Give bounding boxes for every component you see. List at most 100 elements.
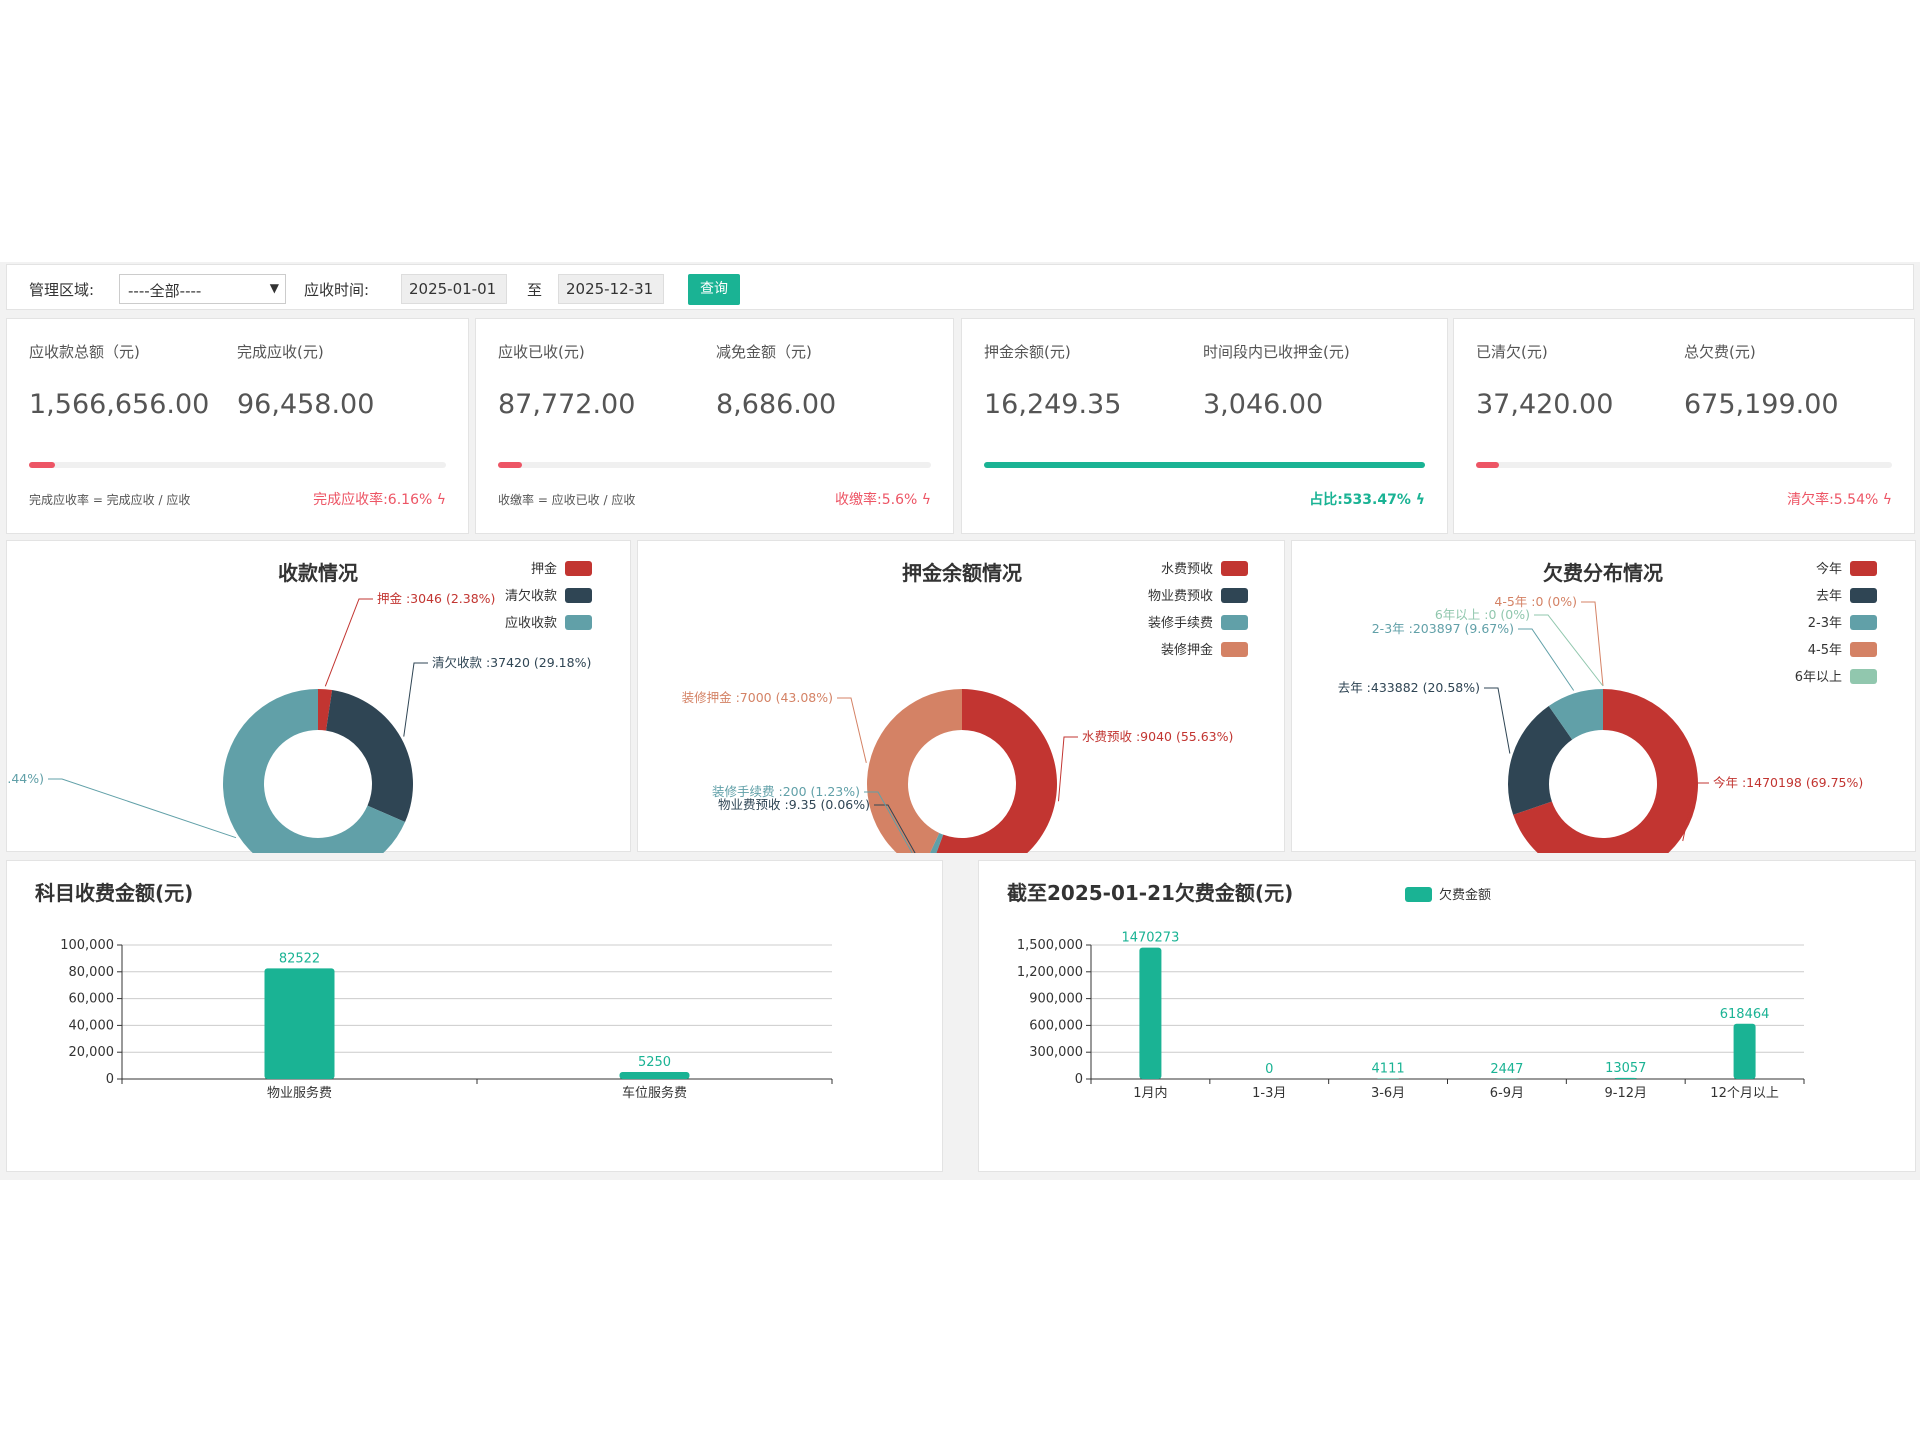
chart-title: 收款情况 <box>278 561 358 585</box>
progress-bar <box>29 462 446 468</box>
y-tick-label: 100,000 <box>60 938 114 953</box>
label-leader-line <box>837 697 867 763</box>
label-leader-line <box>1518 628 1575 691</box>
legend-label: 装修手续费 <box>1148 616 1213 631</box>
card-label-1: 已清欠(元) <box>1476 343 1548 361</box>
stat-card-arrears: 已清欠(元) 37,420.00 总欠费(元) 675,199.00 清欠率:5… <box>1453 318 1915 534</box>
progress-fill <box>1476 462 1499 468</box>
stat-card-receivable: 应收款总额（元) 1,566,656.00 完成应收(元) 96,458.00 … <box>6 318 469 534</box>
bar-panel-arrears-amount: 截至2025-01-21欠费金额(元) 欠费金额 0 300,000 600,000 90… <box>978 860 1916 1172</box>
legend-label: 押金 <box>531 561 557 577</box>
formula-text: 收缴率 = 应收已收 / 应收 <box>498 493 636 507</box>
y-tick-label: 300,000 <box>1029 1045 1083 1060</box>
y-tick-label: 20,000 <box>69 1045 115 1060</box>
bar-value-label: 2447 <box>1490 1062 1523 1077</box>
legend-swatch <box>1221 642 1248 657</box>
bar-value-label: 1470273 <box>1121 931 1179 946</box>
date-from-input[interactable]: 2025-01-01 <box>401 274 507 304</box>
card-value-2: 3,046.00 <box>1203 389 1324 420</box>
chevron-down-icon: ▼ <box>269 281 279 295</box>
bar-value-label: 4111 <box>1372 1062 1405 1077</box>
rate-text: 完成应收率:6.16% ϟ <box>313 489 446 509</box>
card-value-1: 1,566,656.00 <box>29 389 210 420</box>
card-value-2: 675,199.00 <box>1684 389 1839 420</box>
legend-label: 去年 <box>1816 589 1842 604</box>
time-label: 应收时间: <box>304 281 370 299</box>
card-label-2: 减免金额（元) <box>716 343 812 361</box>
pie-slice <box>326 690 414 823</box>
label-leader-line <box>864 791 925 875</box>
card-label-1: 应收款总额（元) <box>29 343 140 361</box>
rate-text: 占比:533.47% ϟ <box>1309 489 1425 509</box>
pie-slice <box>1548 689 1603 740</box>
bar <box>1733 1023 1756 1079</box>
legend-label: 6年以上 <box>1795 670 1842 685</box>
legend-label: 清欠收款 <box>505 588 557 604</box>
y-tick-label: 40,000 <box>69 1018 115 1033</box>
x-tick-label: 12个月以上 <box>1710 1086 1779 1101</box>
legend-label: 装修押金 <box>1161 642 1213 658</box>
card-value-2: 96,458.00 <box>237 389 375 420</box>
y-tick-label: 0 <box>106 1072 114 1087</box>
y-tick-label: 1,200,000 <box>1017 965 1083 980</box>
card-label-2: 完成应收(元) <box>237 343 324 361</box>
date-to-input[interactable]: 2025-12-31 <box>558 274 664 304</box>
pie-slice-label: 物业费预收 :9.35 (0.06%) <box>718 797 870 812</box>
card-value-1: 37,420.00 <box>1476 389 1614 420</box>
pie-slice-label: 6年以上 :0 (0%) <box>1435 607 1530 622</box>
pie-slice <box>1508 706 1573 815</box>
pie-slice-label: 水费预收 :9040 (55.63%) <box>1082 729 1233 744</box>
legend-label: 应收收款 <box>505 615 557 631</box>
x-tick-label: 9-12月 <box>1604 1086 1647 1101</box>
y-tick-label: 900,000 <box>1029 992 1083 1007</box>
bar-value-label: 13057 <box>1605 1061 1646 1076</box>
card-label-1: 押金余额(元) <box>984 343 1071 361</box>
pie-slice-label: 去年 :433882 (20.58%) <box>1338 680 1480 695</box>
pie-panel-collection: 收款情况 押金清欠收款应收收款 押金 :3046 (2.38%) 清欠收款 :3742… <box>0 540 631 879</box>
label-leader-line <box>403 662 428 737</box>
chart-title: 押金余额情况 <box>902 561 1022 585</box>
rate-text: 清欠率:5.54% ϟ <box>1787 489 1892 509</box>
pie-slice <box>929 689 1057 879</box>
legend-label: 水费预收 <box>1161 562 1213 577</box>
pie-slice-label: 清欠收款 :37420 (29.18%) <box>432 655 591 670</box>
label-leader-line <box>1057 736 1078 802</box>
formula-text: 完成应收率 = 完成应收 / 应收 <box>29 493 191 507</box>
lightning-icon: ϟ <box>921 492 931 508</box>
y-tick-label: 600,000 <box>1029 1018 1083 1033</box>
progress-fill <box>984 462 1425 468</box>
label-leader-line <box>874 804 929 877</box>
bar-value-label: 5250 <box>638 1055 671 1070</box>
legend-swatch <box>1221 588 1248 603</box>
legend-swatch <box>1850 561 1877 576</box>
y-tick-label: 80,000 <box>69 965 115 980</box>
progress-bar <box>984 462 1425 468</box>
bar <box>1139 947 1162 1079</box>
region-select-value: ----全部---- <box>128 282 202 300</box>
legend-swatch <box>1850 615 1877 630</box>
lightning-icon: ϟ <box>436 492 446 508</box>
pie-slice-label: 4-5年 :0 (0%) <box>1494 594 1577 609</box>
pie-slice <box>223 689 406 879</box>
x-tick-label: 3-6月 <box>1371 1086 1405 1101</box>
pie-slice-label: 押金 :3046 (2.38%) <box>377 591 495 606</box>
progress-fill <box>498 462 522 468</box>
x-tick-label: 6-9月 <box>1490 1086 1524 1101</box>
rate-value: 清欠率:5.54% <box>1787 492 1879 508</box>
legend-swatch <box>1850 588 1877 603</box>
bar <box>619 1071 690 1079</box>
arrears-amount-bar-chart: 截至2025-01-21欠费金额(元) 欠费金额 0 300,000 600,000 90… <box>1007 881 1805 1101</box>
legend-swatch <box>565 615 592 630</box>
stat-card-collected: 应收已收(元) 87,772.00 减免金额（元) 8,686.00 收缴率 =… <box>475 318 954 534</box>
legend-swatch <box>1221 561 1248 576</box>
legend-swatch <box>1850 669 1877 684</box>
stat-card-deposit: 押金余额(元) 16,249.35 时间段内已收押金(元) 3,046.00 占… <box>961 318 1448 534</box>
chart-title: 科目收费金额(元) <box>35 881 193 905</box>
legend-label: 欠费金额 <box>1439 887 1491 903</box>
region-select[interactable]: ----全部---- ▼ <box>119 274 286 304</box>
query-button[interactable]: 查询 <box>688 274 740 305</box>
rate-value: 收缴率:5.6% <box>835 492 918 508</box>
